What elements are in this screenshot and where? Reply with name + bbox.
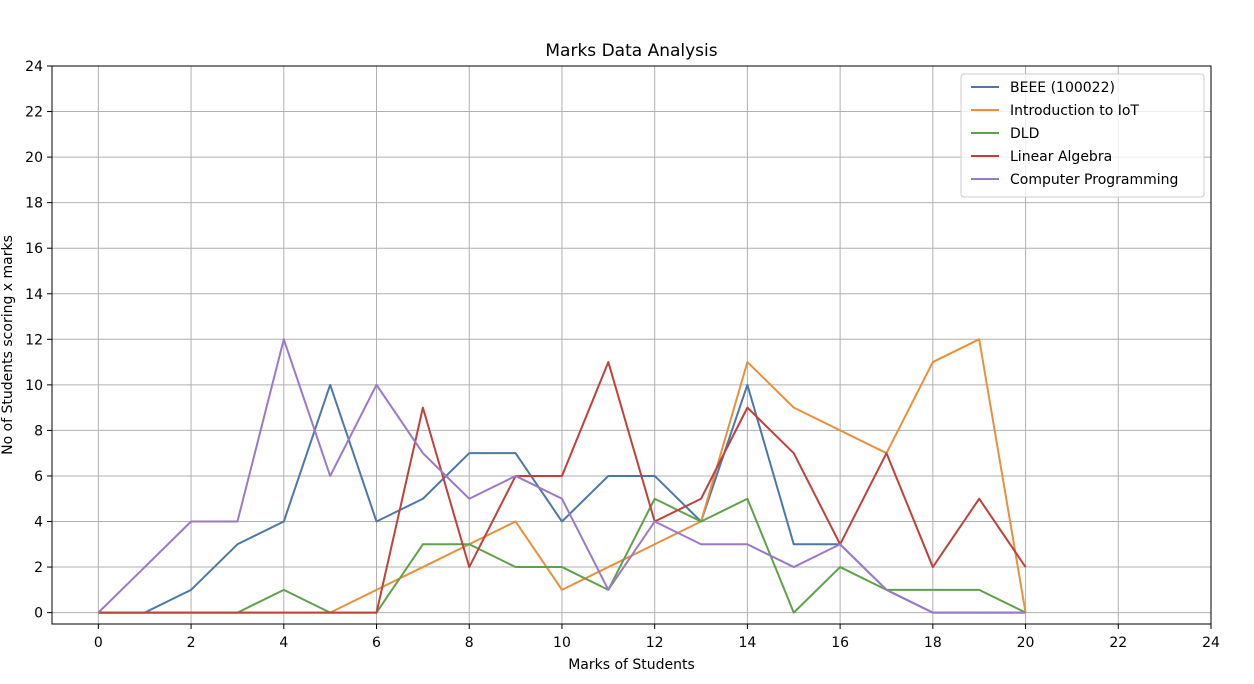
legend-label: Computer Programming — [1010, 172, 1178, 188]
x-tick-label: 0 — [94, 635, 103, 651]
y-tick-label: 4 — [34, 515, 43, 531]
legend-label: BEEE (100022) — [1010, 80, 1115, 96]
x-tick-label: 18 — [924, 635, 942, 651]
legend: BEEE (100022) Introduction to IoT DLD Linea… — [960, 73, 1205, 198]
x-tick-label: 2 — [187, 635, 196, 651]
x-tick-label: 12 — [646, 635, 664, 651]
x-tick-label: 14 — [738, 635, 756, 651]
series-line-linear-algebra — [98, 361, 1027, 614]
legend-box — [960, 73, 1205, 198]
x-axis-label: Marks of Students — [568, 657, 695, 673]
chart-title: Marks Data Analysis — [545, 41, 717, 61]
y-tick-label: 20 — [25, 150, 43, 166]
x-tick-label: 8 — [465, 635, 474, 651]
legend-label: Linear Algebra — [1010, 149, 1112, 165]
y-tick-label: 0 — [34, 606, 43, 622]
y-tick-label: 2 — [34, 560, 43, 576]
plot-frame — [51, 65, 1212, 625]
x-tick-label: 24 — [1202, 635, 1220, 651]
legend-label: Introduction to IoT — [1010, 103, 1139, 119]
x-tick-label: 16 — [831, 635, 849, 651]
x-tick-label: 22 — [1109, 635, 1127, 651]
y-tick-label: 14 — [25, 287, 43, 303]
series-line-computer-programming — [97, 338, 1026, 614]
y-tick-label: 16 — [25, 241, 43, 257]
x-tick-label: 6 — [372, 635, 381, 651]
x-tick-label: 10 — [553, 635, 571, 651]
y-tick-label: 22 — [25, 105, 43, 121]
y-tick-label: 6 — [34, 469, 43, 485]
legend-label: DLD — [1010, 126, 1039, 142]
x-tick-label: 4 — [279, 635, 288, 651]
series-line-dld — [98, 497, 1027, 614]
y-axis-label: No of Students scoring x marks — [0, 235, 16, 455]
y-tick-label: 12 — [25, 332, 43, 348]
y-tick-label: 10 — [25, 378, 43, 394]
y-tick-label: 24 — [25, 59, 43, 75]
series-lines — [97, 338, 1027, 614]
y-tick-label: 8 — [34, 423, 43, 439]
x-tick-label: 20 — [1017, 635, 1035, 651]
x-axis-ticks: 0 2 4 6 8 10 12 14 16 18 20 22 24 — [94, 624, 1220, 651]
y-tick-label: 18 — [25, 196, 43, 212]
